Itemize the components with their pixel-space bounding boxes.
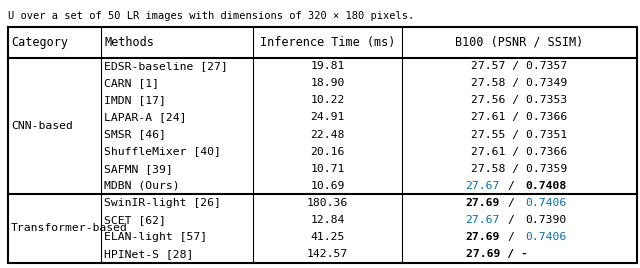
Text: SwinIR-light [26]: SwinIR-light [26] (104, 198, 221, 208)
Text: 41.25: 41.25 (310, 232, 344, 242)
Text: 24.91: 24.91 (310, 112, 344, 122)
Text: 27.61 / 0.7366: 27.61 / 0.7366 (471, 147, 568, 157)
Text: /: / (508, 232, 515, 242)
Text: CNN-based: CNN-based (11, 121, 73, 131)
Text: SMSR [46]: SMSR [46] (104, 129, 166, 140)
Text: 27.56 / 0.7353: 27.56 / 0.7353 (471, 95, 568, 105)
Text: 10.22: 10.22 (310, 95, 344, 105)
Text: 0.7390: 0.7390 (525, 215, 567, 225)
Text: 12.84: 12.84 (310, 215, 344, 225)
Text: 27.69: 27.69 (465, 198, 499, 208)
Text: 19.81: 19.81 (310, 61, 344, 71)
Text: 0.7406: 0.7406 (525, 198, 567, 208)
Text: Transformer-based: Transformer-based (11, 224, 128, 233)
Text: EDSR-baseline [27]: EDSR-baseline [27] (104, 61, 228, 71)
Text: 10.71: 10.71 (310, 164, 344, 174)
Text: 10.69: 10.69 (310, 181, 344, 191)
Text: 27.67: 27.67 (465, 215, 499, 225)
Text: CARN [1]: CARN [1] (104, 78, 159, 88)
Text: 20.16: 20.16 (310, 147, 344, 157)
Text: IMDN [17]: IMDN [17] (104, 95, 166, 105)
Text: /: / (508, 215, 515, 225)
Text: ELAN-light [57]: ELAN-light [57] (104, 232, 207, 242)
Text: 27.67: 27.67 (465, 181, 499, 191)
Text: Category: Category (11, 36, 68, 49)
Text: 27.69 / -: 27.69 / - (466, 249, 528, 259)
Text: 27.58 / 0.7359: 27.58 / 0.7359 (471, 164, 568, 174)
Text: /: / (508, 198, 515, 208)
Text: LAPAR-A [24]: LAPAR-A [24] (104, 112, 187, 122)
Text: HPINet-S [28]: HPINet-S [28] (104, 249, 194, 259)
Text: 27.55 / 0.7351: 27.55 / 0.7351 (471, 129, 568, 140)
Text: U over a set of 50 LR images with dimensions of 320 × 180 pixels.: U over a set of 50 LR images with dimens… (8, 11, 414, 21)
Text: 0.7406: 0.7406 (525, 232, 567, 242)
Text: SAFMN [39]: SAFMN [39] (104, 164, 173, 174)
Text: B100 (PSNR / SSIM): B100 (PSNR / SSIM) (455, 36, 584, 49)
Text: MDBN (Ours): MDBN (Ours) (104, 181, 180, 191)
Text: /: / (508, 181, 515, 191)
Text: 27.69: 27.69 (465, 232, 499, 242)
Text: 27.58 / 0.7349: 27.58 / 0.7349 (471, 78, 568, 88)
Text: Methods: Methods (104, 36, 154, 49)
Bar (8, 27, 637, 263)
Text: 180.36: 180.36 (307, 198, 348, 208)
Text: 0.7408: 0.7408 (525, 181, 567, 191)
Text: 27.57 / 0.7357: 27.57 / 0.7357 (471, 61, 568, 71)
Text: 22.48: 22.48 (310, 129, 344, 140)
Text: ShuffleMixer [40]: ShuffleMixer [40] (104, 147, 221, 157)
Text: 18.90: 18.90 (310, 78, 344, 88)
Text: SCET [62]: SCET [62] (104, 215, 166, 225)
Text: 27.61 / 0.7366: 27.61 / 0.7366 (471, 112, 568, 122)
Text: 142.57: 142.57 (307, 249, 348, 259)
Text: Inference Time (ms): Inference Time (ms) (260, 36, 395, 49)
